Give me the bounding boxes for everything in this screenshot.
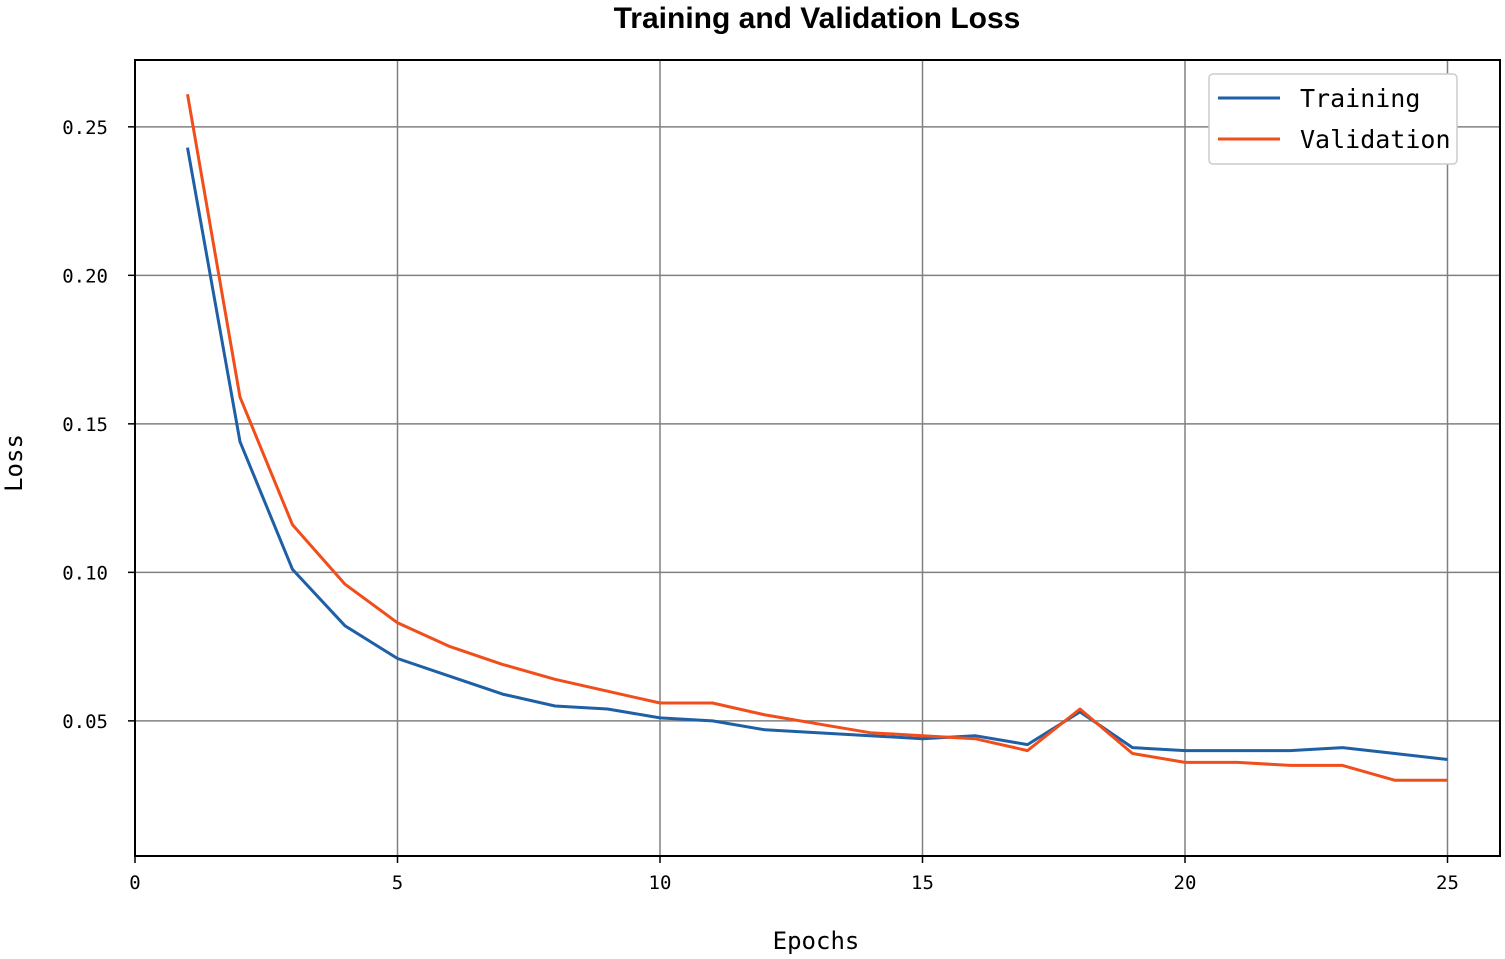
y-axis-ticks: 0.05 0.10 0.15 0.20 0.25 bbox=[62, 117, 135, 733]
x-axis-ticks: 0 5 10 15 20 25 bbox=[129, 856, 1459, 894]
legend-training-label: Training bbox=[1300, 84, 1420, 113]
y-axis-label: Loss bbox=[0, 434, 28, 492]
plot-frame bbox=[134, 59, 1501, 857]
y-tick-label: 0.05 bbox=[62, 711, 108, 733]
series-lines bbox=[186, 93, 1448, 782]
x-tick-label: 25 bbox=[1436, 872, 1459, 894]
x-tick-label: 20 bbox=[1174, 872, 1197, 894]
legend-validation-label: Validation bbox=[1300, 125, 1451, 154]
x-tick-label: 15 bbox=[911, 872, 934, 894]
x-tick-label: 10 bbox=[649, 872, 672, 894]
x-tick-label: 5 bbox=[392, 872, 403, 894]
grid-lines bbox=[135, 60, 1500, 856]
y-tick-label: 0.10 bbox=[62, 562, 108, 584]
x-tick-label: 0 bbox=[129, 872, 140, 894]
y-tick-label: 0.20 bbox=[62, 265, 108, 287]
y-tick-label: 0.25 bbox=[62, 117, 108, 139]
legend: Training Validation bbox=[1208, 73, 1458, 165]
x-axis-label: Epochs bbox=[773, 927, 860, 955]
validation-series-line bbox=[186, 93, 1448, 782]
training-series-line bbox=[186, 147, 1448, 761]
y-tick-label: 0.15 bbox=[62, 414, 108, 436]
chart-title: Training and Validation Loss bbox=[614, 2, 1021, 35]
